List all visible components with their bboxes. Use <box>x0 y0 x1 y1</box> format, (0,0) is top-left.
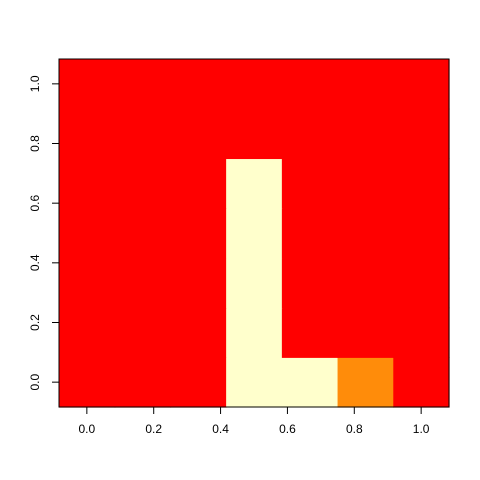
heatmap-cell <box>170 357 227 408</box>
heatmap-cell <box>114 208 172 259</box>
heatmap-cell <box>114 307 172 358</box>
heatmap-cell <box>337 357 394 408</box>
heatmap-cell <box>58 357 116 408</box>
heatmap-cell <box>337 307 394 358</box>
x-tick-label: 0.6 <box>279 422 296 436</box>
heatmap-cell <box>281 208 339 259</box>
heatmap-cell <box>337 158 394 209</box>
heatmap-cell <box>226 208 283 259</box>
heatmap-cell <box>393 208 450 259</box>
heatmap-cell <box>170 257 227 309</box>
heatmap-cell <box>58 108 116 160</box>
heatmap-cell <box>281 307 339 358</box>
heatmap-cell <box>337 208 394 259</box>
heatmap-cell <box>170 307 227 358</box>
heatmap-cell <box>114 58 172 110</box>
heatmap-cell <box>58 257 116 309</box>
heatmap-cell <box>281 108 339 160</box>
heatmap-cell <box>393 257 450 309</box>
heatmap-cell <box>170 158 227 209</box>
heatmap-cell <box>226 257 283 309</box>
heatmap-cell <box>281 158 339 209</box>
heatmap-cell <box>393 307 450 358</box>
heatmap-cell <box>58 158 116 209</box>
heatmap-cell <box>114 108 172 160</box>
y-tick-label: 0.4 <box>28 254 42 271</box>
heatmap-cell <box>393 108 450 160</box>
heatmap-cell <box>170 208 227 259</box>
y-tick-label: 1.0 <box>28 75 42 92</box>
heatmap-cell <box>114 257 172 309</box>
heatmap-cell <box>393 357 450 408</box>
heatmap-cell <box>337 108 394 160</box>
x-tick-label: 1.0 <box>413 422 430 436</box>
heatmap-cell <box>226 108 283 160</box>
heatmap-cell <box>58 58 116 110</box>
heatmap-cell <box>58 208 116 259</box>
heatmap-cell <box>58 307 116 358</box>
y-tick-label: 0.8 <box>28 135 42 152</box>
heatmap-cell <box>337 257 394 309</box>
x-tick-label: 0.4 <box>212 422 229 436</box>
y-axis: 0.0 0.2 0.4 0.6 0.8 1.0 <box>28 75 60 390</box>
heatmap-cell <box>226 357 283 408</box>
heatmap-cell <box>170 58 227 110</box>
x-tick-label: 0.8 <box>346 422 363 436</box>
heatmap-cell <box>281 257 339 309</box>
heatmap-cell <box>281 58 339 110</box>
x-axis: 0.0 0.2 0.4 0.6 0.8 1.0 <box>79 406 430 436</box>
heatmap-cell <box>393 58 450 110</box>
heatmap-cell <box>281 357 339 408</box>
heatmap-cell <box>170 108 227 160</box>
y-tick-label: 0.0 <box>28 373 42 390</box>
x-tick-label: 0.0 <box>79 422 96 436</box>
y-tick-label: 0.6 <box>28 195 42 212</box>
y-tick-label: 0.2 <box>28 314 42 331</box>
heatmap-cells <box>58 58 450 408</box>
heatmap-cell <box>226 158 283 209</box>
heatmap-cell <box>114 158 172 209</box>
heatmap-cell <box>226 58 283 110</box>
heatmap-cell <box>114 357 172 408</box>
heatmap-cell <box>337 58 394 110</box>
x-tick-label: 0.2 <box>145 422 162 436</box>
heatmap-cell <box>393 158 450 209</box>
heatmap-cell <box>226 307 283 358</box>
